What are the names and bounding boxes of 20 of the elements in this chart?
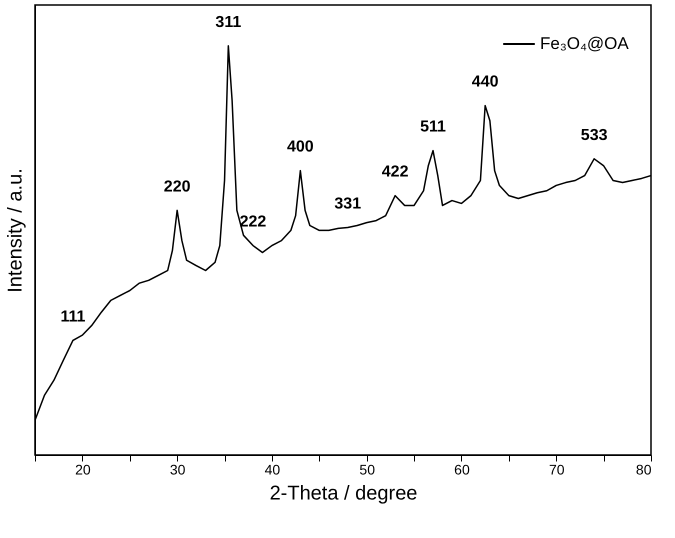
x-tick-label: 70	[548, 462, 565, 478]
annotation: 440	[472, 74, 499, 91]
annotation: 422	[382, 164, 409, 181]
annotation: 331	[334, 196, 362, 213]
x-tick-label: 50	[359, 462, 376, 478]
x-axis-title: 2-Theta / degree	[270, 482, 418, 504]
x-tick-label: 40	[264, 462, 280, 478]
annotation: 311	[215, 14, 242, 31]
x-tick-label: 20	[75, 462, 91, 478]
annotation: 511	[420, 118, 446, 136]
annotation: 222	[240, 214, 266, 231]
legend-label: Fe₃O₄@OA	[540, 34, 630, 53]
x-tick-label: 30	[170, 462, 186, 478]
annotation: 533	[580, 126, 608, 144]
annotation: 400	[287, 138, 314, 156]
annotation: 220	[164, 178, 191, 196]
x-tick-label: 60	[454, 462, 470, 478]
y-axis-title: Intensity / a.u.	[4, 168, 26, 293]
annotation: 111	[60, 308, 86, 326]
x-tick-label: 80	[636, 462, 652, 478]
